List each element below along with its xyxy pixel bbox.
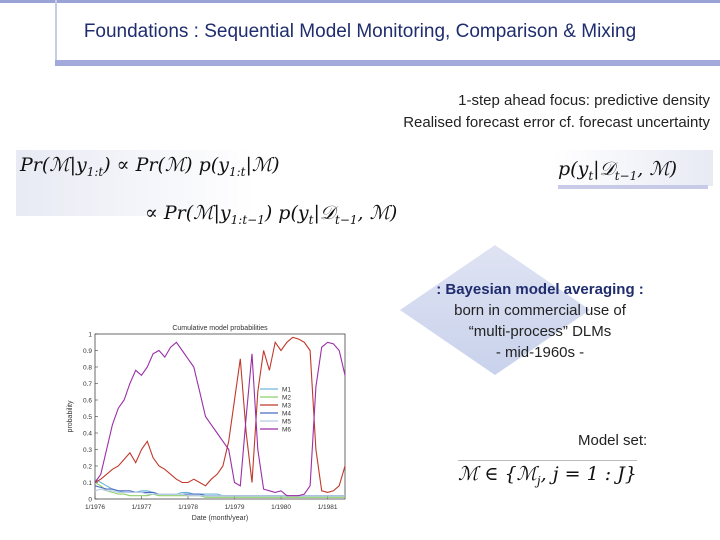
eq3-c: , ℳ) [637, 158, 678, 180]
eq3-b: |𝒟 [593, 158, 615, 180]
eq4-end: , j = 1 : J} [540, 463, 637, 485]
bma-heading: : Bayesian model averaging : [436, 281, 644, 298]
legend-label-m3: M3 [282, 403, 291, 410]
eq4-sub: j [536, 473, 541, 488]
bma-line-3: - mid-1960s - [495, 344, 585, 361]
y-tick-label: 0.4 [83, 431, 92, 438]
y-tick-label: 0.3 [83, 447, 92, 454]
eq2-a: ∝ Pr(ℳ|y [145, 202, 231, 224]
eq3-a: p(y [558, 158, 589, 180]
x-tick-label: 1/1981 [318, 504, 338, 511]
focus-line-1: 1-step ahead focus: predictive density [458, 92, 710, 109]
eq1-end: |ℳ) [245, 154, 280, 176]
eq2-d: , ℳ) [357, 202, 398, 224]
model-probability-chart: Cumulative model probabilities Date (mont… [67, 325, 346, 522]
x-tick-label: 1/1978 [178, 504, 198, 511]
series-line-m3 [94, 336, 346, 493]
model-set-label: Model set: [578, 432, 648, 449]
series-line-m2 [94, 482, 345, 498]
slide-title: Foundations : Sequential Model Monitorin… [83, 21, 637, 42]
title-underline-bar [55, 60, 720, 66]
legend-label-m1: M1 [282, 387, 291, 394]
y-tick-label: 0.9 [83, 348, 92, 355]
bma-text: : Bayesian model averaging : born in com… [400, 279, 680, 363]
legend-label-m2: M2 [282, 395, 291, 402]
y-axis-label: probability [67, 400, 74, 432]
y-tick-label: 1 [88, 332, 92, 339]
eq1-rhs: ) ∝ Pr(ℳ) p(y [103, 154, 229, 176]
y-tick-label: 0.1 [83, 480, 92, 487]
plot-area [94, 333, 346, 500]
y-tick-label: 0 [88, 497, 92, 504]
focus-line-2: Realised forecast error cf. forecast unc… [403, 114, 710, 131]
eq2-c: |𝒟 [313, 202, 336, 224]
x-tick-label: 1/1980 [271, 504, 291, 511]
y-tick-label: 0.8 [83, 365, 92, 372]
y-tick-label: 0.7 [83, 381, 92, 388]
x-tick-label: 1/1977 [132, 504, 152, 511]
eq1-lhs: Pr(ℳ|y [20, 154, 87, 176]
series-line-m6 [94, 341, 346, 497]
eq4-main: ℳ ∈ {ℳ [458, 463, 537, 485]
x-tick-label: 1/1976 [85, 504, 105, 511]
focus-text: 1-step ahead focus: predictive density R… [403, 90, 710, 134]
eq3-a-sub: t [588, 168, 594, 183]
y-tick-label: 0.6 [83, 398, 92, 405]
series-line-m5 [94, 488, 345, 497]
title-top-bar [0, 0, 720, 3]
title-left-rule [55, 0, 57, 60]
bma-line-1: born in commercial use of [454, 302, 626, 319]
predictive-density-equation: p(yt|𝒟t−1, ℳ) [558, 158, 677, 183]
model-set-equation: ℳ ∈ {ℳj, j = 1 : J} [458, 460, 637, 488]
sequential-update-equation: ∝ Pr(ℳ|y1:t−1) p(yt|𝒟t−1, ℳ) [145, 202, 397, 227]
eq3-b-sub: t−1 [614, 168, 638, 183]
eq2-b-sub: t [308, 212, 314, 227]
x-axis-label: Date (month/year) [192, 515, 248, 522]
eq2-a-sub: 1:t−1 [230, 212, 265, 227]
legend-label-m4: M4 [282, 411, 291, 418]
eq1-lhs-sub: 1:t [86, 164, 104, 179]
legend-label-m5: M5 [282, 419, 291, 426]
y-tick-label: 0.5 [83, 414, 92, 421]
bma-line-2: “multi-process” DLMs [468, 323, 612, 340]
eq1-rhs-sub: 1:t [228, 164, 246, 179]
y-tick-label: 0.2 [83, 464, 92, 471]
x-tick-label: 1/1979 [225, 504, 245, 511]
eq2-b: ) p(y [264, 202, 309, 224]
legend-label-m6: M6 [282, 427, 291, 434]
chart-title: Cumulative model probabilities [172, 325, 268, 332]
equation-underline-bar [558, 185, 708, 189]
eq2-c-sub: t−1 [335, 212, 358, 227]
posterior-equation: Pr(ℳ|y1:t) ∝ Pr(ℳ) p(y1:t|ℳ) [20, 154, 280, 179]
